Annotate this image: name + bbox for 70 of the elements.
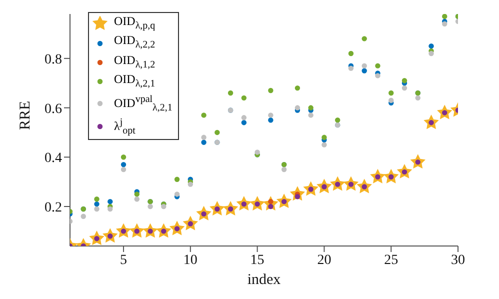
point <box>201 134 206 140</box>
point <box>428 50 434 56</box>
point <box>308 105 314 110</box>
point <box>362 36 367 42</box>
point <box>241 95 247 101</box>
point <box>120 154 126 160</box>
x-tick-label: 10 <box>183 252 198 268</box>
y-tick-label: 0.2 <box>44 200 62 216</box>
point <box>134 196 140 202</box>
point <box>281 166 287 172</box>
point <box>294 105 300 110</box>
point <box>120 166 126 172</box>
point <box>388 98 394 103</box>
point <box>294 194 300 200</box>
point <box>161 204 166 210</box>
y-tick-label: 0.8 <box>44 52 62 68</box>
point <box>214 130 220 136</box>
point <box>362 68 367 74</box>
point <box>388 90 394 96</box>
point <box>402 78 408 84</box>
x-tick-label: 5 <box>120 252 128 268</box>
x-tick-label: 25 <box>384 252 398 268</box>
point <box>228 90 234 96</box>
point <box>375 73 380 78</box>
point <box>442 14 448 20</box>
point <box>362 63 367 68</box>
x-axis-title: index <box>247 272 282 288</box>
point <box>322 142 327 148</box>
x-tick-label: 20 <box>317 252 332 268</box>
point <box>268 204 274 210</box>
point <box>80 214 86 219</box>
point <box>402 85 408 91</box>
point <box>201 140 206 145</box>
point <box>308 112 314 118</box>
point <box>94 196 100 202</box>
point <box>268 112 274 118</box>
point <box>120 162 126 168</box>
legend-label: OID$_{λ,1,2}$ <box>114 52 156 72</box>
point <box>334 118 340 123</box>
legend-label: OID$_{λ,p,q}$ <box>114 14 156 34</box>
point <box>348 66 354 71</box>
point <box>188 182 194 187</box>
point <box>94 201 100 207</box>
point <box>415 95 420 101</box>
point <box>428 43 434 49</box>
point <box>174 176 180 182</box>
legend-label: OID$_{λ,2,1}$ <box>114 72 156 92</box>
y-tick-label: 0.4 <box>44 151 62 166</box>
point <box>201 112 206 118</box>
point <box>375 63 380 68</box>
legend-label: OID$_{λ,2,2}$ <box>114 33 156 53</box>
point <box>241 115 247 120</box>
point <box>294 85 300 91</box>
point <box>322 134 327 140</box>
point <box>442 21 448 26</box>
point <box>268 88 274 94</box>
point <box>254 150 260 155</box>
point <box>268 118 274 123</box>
point <box>108 198 113 204</box>
y-tick-label: 0.6 <box>44 102 62 117</box>
point <box>148 204 153 210</box>
x-tick-label: 15 <box>250 252 264 268</box>
point <box>348 50 354 56</box>
y-axis-title: RRE <box>17 100 34 130</box>
point <box>94 206 100 212</box>
point <box>108 206 113 212</box>
point <box>134 192 140 197</box>
point <box>174 192 180 197</box>
x-tick-label: 30 <box>451 252 465 268</box>
point <box>241 120 247 126</box>
